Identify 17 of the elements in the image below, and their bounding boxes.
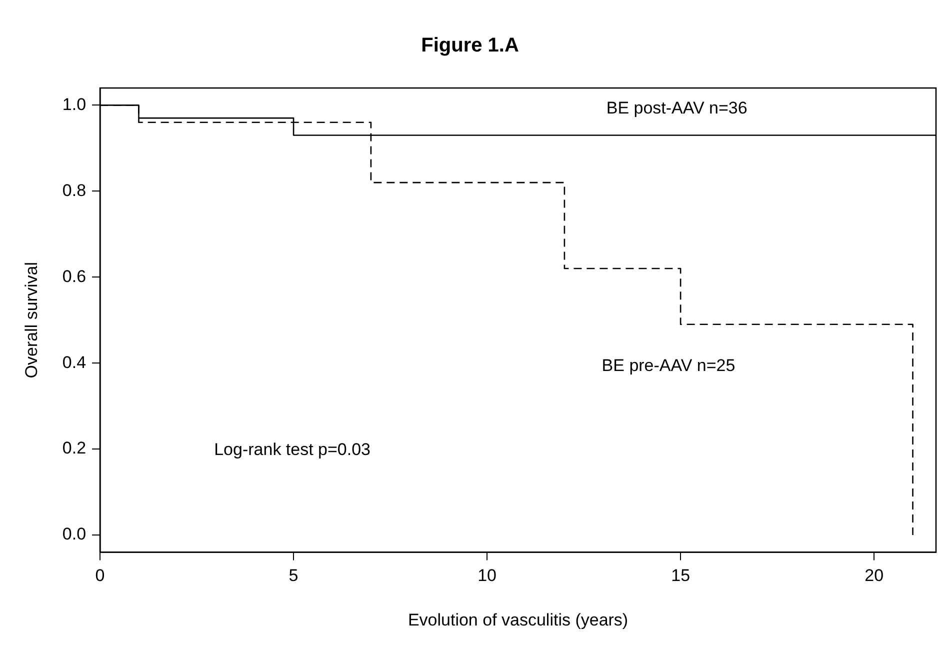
annotation: Log-rank test p=0.03 xyxy=(214,440,371,459)
y-tick-label: 0.4 xyxy=(62,352,86,372)
y-tick-label: 0.0 xyxy=(62,524,86,544)
y-axis-title: Overall survival xyxy=(22,262,41,378)
series-label: BE pre-AAV n=25 xyxy=(602,356,736,376)
x-tick-label: 15 xyxy=(671,566,690,586)
x-axis-title: Evolution of vasculitis (years) xyxy=(408,610,628,630)
x-tick-label: 0 xyxy=(95,566,105,586)
y-tick-label: 0.8 xyxy=(62,180,86,200)
chart-title: Figure 1.A xyxy=(421,34,519,57)
x-tick-label: 20 xyxy=(864,566,884,586)
y-tick-label: 0.6 xyxy=(62,266,86,286)
series-label: BE post-AAV n=36 xyxy=(606,98,748,118)
x-tick-label: 5 xyxy=(288,566,298,586)
y-tick-label: 0.2 xyxy=(62,438,86,458)
x-tick-label: 10 xyxy=(478,566,497,586)
y-tick-label: 1.0 xyxy=(62,94,86,114)
